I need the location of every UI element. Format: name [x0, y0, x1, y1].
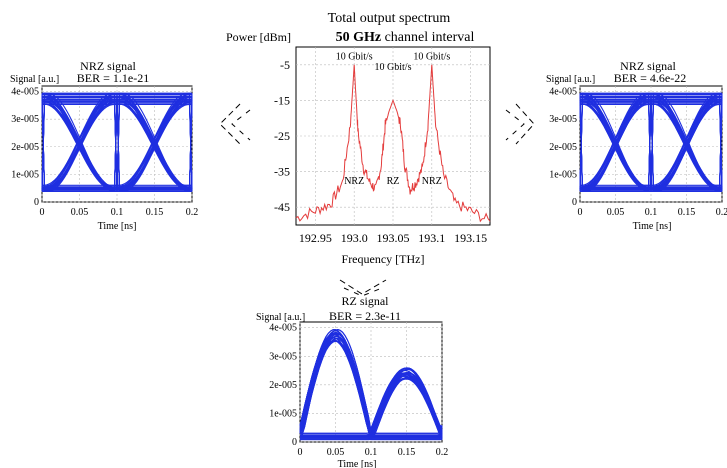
eye-x-tick-label: 0.05	[607, 207, 625, 218]
eye-x-tick-label: 0.05	[327, 447, 345, 458]
spectrum-xlabel: Frequency [THz]	[342, 252, 425, 266]
eye-traces	[579, 92, 723, 192]
spectrum-peak-label: 10 Gbit/s	[413, 51, 450, 62]
spectrum-series-line	[295, 64, 491, 223]
eye-x-tick-label: 0.05	[71, 207, 89, 218]
spectrum-x-tick-label: 193.0	[341, 231, 368, 245]
spectrum-subtitle: 50 GHz channel interval	[336, 30, 475, 45]
rz-title: RZ signal	[342, 294, 390, 308]
nrz-right-xlabel: Time [ns]	[633, 221, 672, 232]
nrz-right-eye-plot: 0 1e-005 2e-005 3e-005 4e-005 0 0.05 0.1 0.15 0.2	[549, 85, 727, 218]
eye-y-tick-label: 0	[292, 437, 297, 448]
spectrum-title: Total output spectrum	[328, 11, 451, 26]
eye-x-tick-label: 0.2	[716, 207, 727, 218]
spectrum-peak-label: 10 Gbit/s	[375, 62, 412, 73]
spectrum-grid	[296, 47, 490, 225]
eye-x-tick-label: 0.2	[436, 447, 449, 458]
eye-y-tick-label: 4e-005	[549, 87, 577, 98]
rz-xlabel: Time [ns]	[338, 459, 377, 468]
eye-traces	[299, 329, 443, 441]
eye-x-tick-label: 0.15	[678, 207, 696, 218]
spectrum-y-tick-label: -5	[280, 58, 290, 72]
eye-x-tick-label: 0	[298, 447, 303, 458]
connector-left	[219, 103, 251, 145]
spectrum-format-label: NRZ	[344, 176, 364, 187]
nrz-right-ylabel: Signal [a.u.]	[546, 74, 595, 85]
eye-y-tick-label: 3e-005	[11, 114, 39, 125]
nrz-right-title: NRZ signal	[620, 59, 676, 73]
nrz-left-xlabel: Time [ns]	[98, 221, 137, 232]
spectrum-subtitle-bold: 50 GHz	[336, 30, 382, 45]
spectrum-x-tick-label: 192.95	[299, 231, 332, 245]
rz-panel: RZ signal BER = 2.3e-11 Signal [a.u.] 0 1…	[256, 294, 448, 468]
spectrum-peak-label: 10 Gbit/s	[336, 51, 373, 62]
eye-y-tick-label: 0	[572, 197, 577, 208]
nrz-left-eye-plot: 0 1e-005 2e-005 3e-005 4e-005 0 0.05 0.1 0.15 0.2	[11, 85, 199, 218]
spectrum-y-tick-label: -25	[274, 129, 290, 143]
rz-eye-plot: 0 1e-005 2e-005 3e-005 4e-005 0 0.05 0.1 0.15 0.2	[269, 321, 449, 458]
eye-traces	[41, 92, 193, 192]
nrz-right-panel: NRZ signal BER = 4.6e-22 Signal [a.u.] 0…	[546, 59, 727, 232]
eye-y-tick-label: 3e-005	[549, 114, 577, 125]
spectrum-y-tick-label: -35	[274, 165, 290, 179]
eye-y-tick-label: 2e-005	[549, 142, 577, 153]
eye-y-tick-label: 3e-005	[269, 351, 297, 362]
eye-y-tick-label: 1e-005	[11, 169, 39, 180]
eye-x-tick-label: 0	[578, 207, 583, 218]
nrz-left-panel: NRZ signal BER = 1.1e-21 Signal [a.u.] 0…	[10, 59, 198, 232]
eye-x-tick-label: 0	[40, 207, 45, 218]
rz-ber: BER = 2.3e-11	[329, 309, 401, 323]
eye-x-tick-label: 0.15	[146, 207, 164, 218]
eye-x-tick-label: 0.1	[365, 447, 378, 458]
eye-y-tick-label: 4e-005	[269, 323, 297, 334]
spectrum-y-ticks: -5 -15 -25 -35 -45	[274, 58, 290, 214]
eye-x-tick-label: 0.2	[186, 207, 199, 218]
spectrum-y-tick-label: -45	[274, 200, 290, 214]
eye-y-tick-label: 0	[34, 197, 39, 208]
spectrum-format-label: RZ	[387, 176, 400, 187]
eye-y-tick-label: 4e-005	[11, 87, 39, 98]
spectrum-x-tick-label: 193.05	[377, 231, 410, 245]
spectrum-y-tick-label: -15	[274, 93, 290, 107]
eye-x-tick-label: 0.15	[398, 447, 416, 458]
spectrum-x-ticks: 192.95 193.0 193.05 193.1 193.15	[299, 231, 487, 245]
spectrum-ylabel: Power [dBm]	[226, 30, 291, 44]
nrz-left-ylabel: Signal [a.u.]	[10, 74, 59, 85]
connector-bottom	[339, 279, 387, 297]
spectrum-subtitle-rest: channel interval	[385, 30, 475, 45]
spectrum-format-label: NRZ	[422, 176, 442, 187]
eye-trace	[299, 338, 443, 435]
nrz-left-title: NRZ signal	[80, 59, 136, 73]
eye-y-tick-label: 1e-005	[549, 169, 577, 180]
rz-ylabel: Signal [a.u.]	[256, 312, 305, 323]
eye-trace	[299, 333, 443, 433]
eye-y-tick-label: 1e-005	[269, 408, 297, 419]
eye-y-tick-label: 2e-005	[269, 380, 297, 391]
spectrum-panel: Total output spectrum 50 GHz channel int…	[226, 11, 491, 266]
connector-right	[505, 103, 535, 145]
spectrum-x-tick-label: 193.1	[418, 231, 445, 245]
eye-x-tick-label: 0.1	[111, 207, 124, 218]
nrz-right-ber: BER = 4.6e-22	[614, 71, 686, 85]
eye-y-tick-label: 2e-005	[11, 142, 39, 153]
eye-x-tick-label: 0.1	[645, 207, 658, 218]
spectrum-x-tick-label: 193.15	[454, 231, 487, 245]
nrz-left-ber: BER = 1.1e-21	[77, 71, 149, 85]
